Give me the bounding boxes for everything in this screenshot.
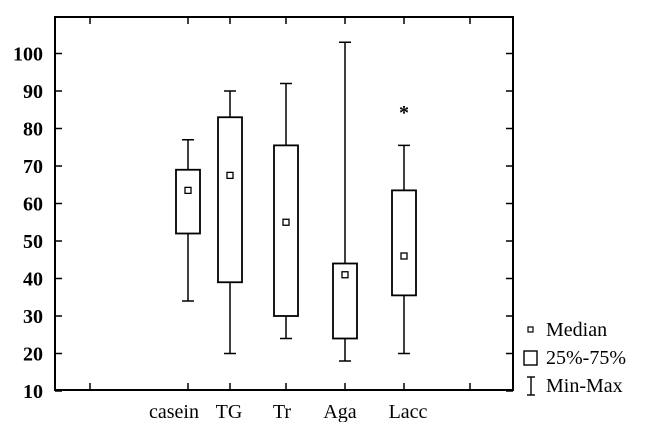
y-tick-label: 40 — [23, 269, 43, 291]
outlier-marker: * — [399, 102, 409, 124]
x-axis: casein TG Tr Aga Lacc — [89, 17, 471, 422]
box-icon — [520, 346, 542, 370]
median-marker-icon — [520, 318, 542, 342]
legend: Median 25%-75% Min-Max — [520, 318, 648, 408]
box-group-casein — [175, 139, 201, 302]
iqr-box — [217, 116, 243, 284]
y-tick-label: 10 — [23, 381, 43, 403]
legend-label-whisker: Min-Max — [546, 375, 623, 397]
box-group-tr — [273, 82, 299, 340]
y-tick-label: 70 — [23, 156, 43, 178]
y-tick-label: 30 — [23, 306, 43, 328]
median-marker — [184, 186, 192, 195]
iqr-box — [273, 144, 299, 317]
legend-label-box: 25%-75% — [546, 347, 626, 369]
iqr-box — [391, 189, 417, 297]
y-tick-label: 80 — [23, 119, 43, 141]
x-tick-label: Tr — [273, 401, 292, 422]
y-tick-label: 20 — [23, 344, 43, 366]
y-tick-label: 90 — [23, 81, 43, 103]
box-series: * — [175, 41, 417, 362]
y-axis: 10 20 30 40 50 60 70 80 90 100 — [13, 44, 513, 403]
y-tick-label: 100 — [13, 44, 43, 66]
box-group-lacc: * — [391, 102, 417, 355]
median-marker — [282, 218, 290, 226]
median-marker — [226, 171, 234, 180]
box-group-tg — [217, 90, 243, 355]
median-marker — [341, 271, 349, 279]
median-marker — [400, 252, 408, 260]
y-tick-label: 60 — [23, 194, 43, 216]
legend-item-box: 25%-75% — [520, 346, 626, 370]
iqr-box — [175, 168, 201, 235]
y-tick-label: 50 — [23, 231, 43, 253]
x-tick-label: TG — [216, 401, 243, 422]
x-tick-label: Lacc — [389, 401, 428, 422]
legend-item-whisker: Min-Max — [520, 374, 623, 398]
whisker-icon — [520, 374, 542, 398]
box-group-aga — [332, 41, 358, 362]
x-tick-label: casein — [149, 401, 199, 422]
legend-item-median: Median — [520, 318, 607, 342]
legend-label-median: Median — [546, 319, 608, 341]
x-tick-label: Aga — [323, 401, 356, 422]
